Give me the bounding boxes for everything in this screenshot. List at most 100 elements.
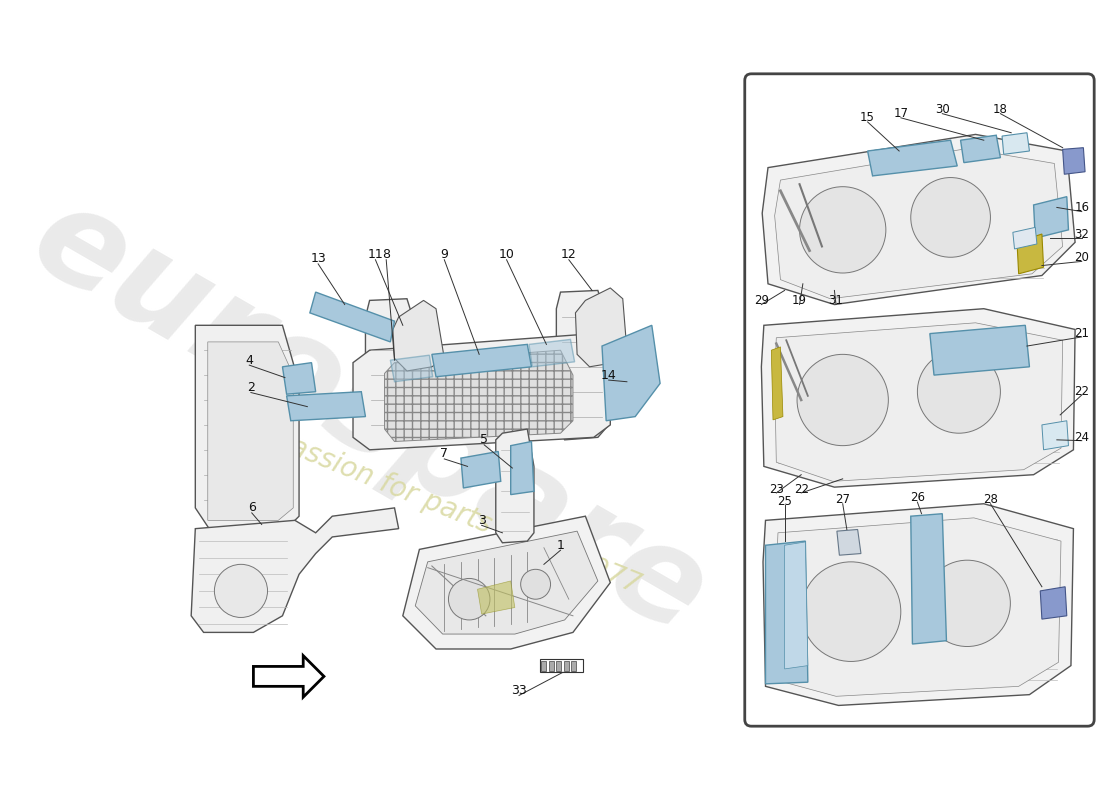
Circle shape: [798, 354, 889, 446]
Polygon shape: [762, 134, 1075, 305]
Polygon shape: [208, 342, 294, 520]
Text: 11: 11: [367, 248, 383, 262]
Polygon shape: [960, 135, 1000, 162]
Polygon shape: [557, 290, 608, 440]
Polygon shape: [602, 326, 660, 421]
Polygon shape: [1002, 133, 1030, 154]
Polygon shape: [868, 140, 957, 176]
Text: 23: 23: [769, 483, 783, 496]
Circle shape: [800, 186, 886, 273]
Circle shape: [214, 564, 267, 618]
Text: 22: 22: [794, 483, 808, 496]
Text: 29: 29: [754, 294, 769, 307]
Polygon shape: [766, 541, 807, 684]
Text: 1: 1: [557, 538, 564, 552]
Text: 19: 19: [792, 294, 807, 307]
Circle shape: [917, 350, 1000, 433]
Polygon shape: [196, 326, 299, 533]
Polygon shape: [432, 344, 531, 377]
Polygon shape: [771, 347, 783, 420]
Circle shape: [236, 478, 246, 488]
Bar: [541, 661, 547, 670]
Text: 6: 6: [248, 502, 255, 514]
Polygon shape: [510, 442, 534, 494]
Text: 28: 28: [983, 493, 998, 506]
Text: 13: 13: [310, 253, 326, 266]
Polygon shape: [763, 504, 1074, 706]
Text: 3: 3: [477, 514, 485, 527]
Text: 27: 27: [835, 493, 850, 506]
FancyBboxPatch shape: [745, 74, 1094, 726]
Polygon shape: [461, 451, 500, 488]
Polygon shape: [416, 531, 598, 634]
Polygon shape: [911, 514, 946, 644]
Text: 31: 31: [828, 294, 844, 307]
Text: 26: 26: [910, 491, 925, 505]
Polygon shape: [1041, 586, 1067, 619]
Text: 9: 9: [440, 248, 448, 262]
Text: 17: 17: [893, 107, 909, 120]
Bar: [557, 661, 561, 670]
Polygon shape: [784, 542, 807, 669]
Bar: [564, 661, 569, 670]
Text: 16: 16: [1075, 201, 1089, 214]
Text: 24: 24: [1075, 431, 1089, 444]
Text: 22: 22: [1075, 386, 1089, 398]
Polygon shape: [310, 292, 395, 342]
Text: a passion for parts since 1977: a passion for parts since 1977: [244, 416, 645, 599]
Polygon shape: [774, 323, 1063, 482]
Polygon shape: [287, 392, 365, 421]
Polygon shape: [1018, 234, 1044, 274]
Polygon shape: [837, 530, 861, 555]
Polygon shape: [1013, 227, 1037, 249]
Polygon shape: [365, 298, 418, 448]
Circle shape: [236, 354, 246, 363]
Text: 20: 20: [1075, 250, 1089, 264]
Polygon shape: [529, 339, 574, 367]
Text: 15: 15: [860, 111, 875, 124]
Text: 4: 4: [245, 354, 253, 366]
Polygon shape: [353, 334, 610, 450]
Text: 2: 2: [248, 381, 255, 394]
Circle shape: [924, 560, 1011, 646]
Polygon shape: [930, 326, 1030, 375]
Polygon shape: [761, 309, 1075, 487]
Polygon shape: [477, 581, 515, 614]
Polygon shape: [191, 508, 398, 632]
Text: 30: 30: [935, 103, 949, 116]
Circle shape: [449, 578, 490, 620]
Polygon shape: [1034, 197, 1068, 238]
Bar: [549, 661, 554, 670]
Text: 12: 12: [561, 248, 576, 262]
Text: eurospare: eurospare: [10, 173, 729, 661]
Polygon shape: [575, 288, 627, 367]
Polygon shape: [393, 301, 444, 371]
Text: 5: 5: [480, 434, 488, 446]
Polygon shape: [496, 429, 534, 542]
Text: 21: 21: [1075, 327, 1089, 340]
Circle shape: [911, 178, 990, 258]
Bar: [571, 661, 576, 670]
Circle shape: [236, 437, 246, 446]
Polygon shape: [1042, 421, 1068, 450]
Polygon shape: [777, 518, 1062, 696]
Text: 8: 8: [382, 248, 390, 262]
Polygon shape: [403, 516, 610, 649]
Text: 25: 25: [778, 494, 792, 508]
Circle shape: [801, 562, 901, 662]
Polygon shape: [385, 350, 573, 442]
Text: 14: 14: [601, 369, 616, 382]
Text: 18: 18: [993, 103, 1008, 116]
Polygon shape: [1063, 148, 1085, 174]
Polygon shape: [774, 149, 1063, 298]
Circle shape: [520, 570, 550, 599]
Polygon shape: [390, 355, 432, 382]
Polygon shape: [283, 362, 316, 394]
Text: 7: 7: [440, 447, 449, 461]
Text: 33: 33: [512, 684, 527, 697]
Text: 10: 10: [498, 248, 515, 262]
Polygon shape: [253, 656, 324, 697]
Bar: [540, 659, 583, 672]
Circle shape: [236, 395, 246, 405]
Text: 32: 32: [1075, 227, 1089, 241]
